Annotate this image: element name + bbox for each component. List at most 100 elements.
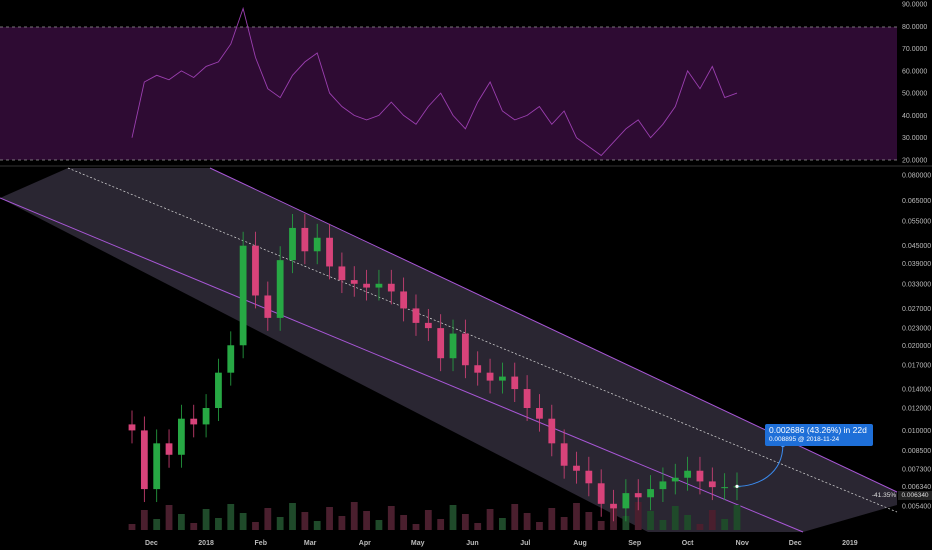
volume-bar	[400, 515, 408, 530]
candle-body	[165, 443, 173, 455]
candle-body	[252, 245, 259, 296]
price-tick-label: 0.020000	[902, 343, 931, 350]
volume-bar	[412, 524, 420, 530]
price-tick-label: 0.005400	[902, 504, 931, 511]
candle-body	[474, 365, 482, 373]
volume-bar	[289, 503, 296, 530]
price-tick-label: 0.023000	[902, 326, 931, 333]
oscillator-tick-label: 60.0000	[902, 68, 927, 75]
projection-callout-change: 0.002686 (43.26%) in 22d	[769, 425, 867, 435]
trend-channel-fill	[0, 168, 897, 532]
candles	[128, 214, 741, 522]
time-tick-label: Jul	[520, 540, 530, 547]
projection-callout: 0.002686 (43.26%) in 22d 0.008895 @ 2018…	[765, 424, 873, 446]
volume-bar	[153, 519, 161, 530]
volume-bar	[622, 516, 630, 530]
volume-bar	[140, 510, 148, 530]
candle-body	[227, 345, 235, 373]
candle-body	[647, 489, 654, 498]
price-tick-label: 0.012000	[902, 406, 931, 413]
volume-bar	[375, 520, 383, 530]
volume-bar	[523, 513, 531, 530]
oscillator-line	[131, 6, 738, 157]
volume-bar	[721, 519, 729, 530]
candle-body	[622, 493, 630, 509]
candle-body	[363, 283, 370, 288]
volume-bar	[190, 523, 198, 530]
candle-body	[511, 376, 519, 390]
candle-body	[338, 266, 346, 281]
volume-bar	[363, 511, 370, 530]
volume-bar	[585, 512, 593, 530]
candle-body	[375, 283, 383, 288]
price-tick-label: 0.045000	[902, 243, 931, 250]
candle-body	[585, 470, 593, 484]
candle-body	[239, 245, 247, 346]
volume-bar	[326, 507, 333, 530]
time-x-axis: Dec 2018 Feb Mar Apr May Jun Jul Aug Sep Oct Nov Dec…	[145, 540, 858, 547]
candle-body	[573, 465, 580, 471]
oscillator-y-axis: 90.0000 80.0000 70.0000 60.0000 50.0000 40.00…	[902, 2, 927, 165]
volume-bar	[647, 511, 654, 530]
volume-bar	[486, 509, 494, 530]
candle-body	[424, 322, 432, 329]
oscillator-tick-label: 80.0000	[902, 24, 927, 31]
price-tick-label: 0.014000	[902, 387, 931, 394]
volume-bar	[338, 516, 346, 530]
candle-body	[610, 503, 617, 509]
volume-bar	[424, 510, 432, 530]
candle-body	[140, 430, 148, 490]
time-tick-label: Jun	[466, 540, 478, 547]
volume-bars	[128, 502, 741, 530]
volume-bar	[215, 518, 222, 530]
volume-bar	[597, 521, 605, 530]
price-panel: 0.080000 0.065000 0.055000 0.045000 0.039000…	[0, 167, 931, 547]
trend-channel-median	[67, 167, 898, 513]
time-tick-label: 2019	[842, 540, 858, 547]
volume-bar	[671, 506, 679, 530]
candle-body	[400, 291, 408, 309]
volume-bar	[165, 505, 173, 530]
candle-body	[548, 418, 556, 444]
candle-body	[437, 328, 445, 359]
oscillator-tick-label: 40.0000	[902, 113, 927, 120]
volume-bar	[461, 514, 469, 530]
oscillator-panel: 90.0000 80.0000 70.0000 60.0000 50.0000 40.00…	[0, 2, 927, 165]
candle-body	[671, 477, 679, 482]
volume-bar	[437, 519, 445, 530]
volume-bar	[733, 505, 741, 530]
time-tick-label: Dec	[145, 540, 158, 547]
candle-body	[721, 487, 729, 489]
volume-bar	[239, 513, 247, 530]
price-tick-label: 0.017000	[902, 363, 931, 370]
candle-body	[301, 227, 309, 252]
candle-body	[449, 333, 457, 359]
candle-body	[597, 483, 605, 504]
oscillator-band	[0, 27, 897, 160]
volume-bar	[276, 517, 284, 530]
candle-body	[696, 470, 704, 482]
time-tick-label: Mar	[304, 540, 317, 547]
candle-body	[289, 227, 296, 261]
volume-bar	[301, 512, 309, 530]
volume-bar	[560, 517, 568, 530]
candle-body	[536, 408, 543, 419]
price-tick-label: 0.039000	[902, 261, 931, 268]
projection-callout-target: 0.008895 @ 2018-11-24	[769, 436, 840, 443]
candle-body	[153, 443, 161, 490]
projection-curve	[736, 444, 784, 487]
candle-body	[276, 260, 284, 318]
volume-bar	[573, 503, 580, 530]
candle-body	[215, 372, 222, 409]
price-tick-label: 0.080000	[902, 173, 931, 180]
time-tick-label: Apr	[359, 540, 371, 547]
volume-bar	[708, 510, 716, 530]
volume-bar	[313, 521, 321, 530]
volume-bar	[202, 509, 210, 530]
price-tick-label: 0.007300	[902, 467, 931, 474]
volume-bar	[449, 505, 457, 530]
oscillator-tick-label: 20.0000	[902, 158, 927, 165]
candle-body	[326, 237, 333, 267]
volume-bar	[252, 522, 259, 530]
